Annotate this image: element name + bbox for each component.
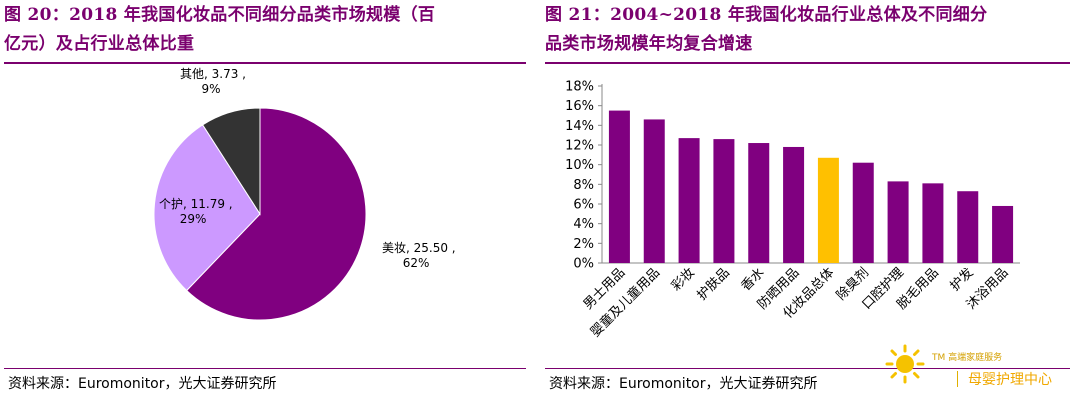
bar-10 bbox=[922, 183, 944, 263]
left-source-note: 资料来源：Euromonitor，光大证券研究所 bbox=[8, 376, 277, 392]
left-title-rule bbox=[4, 62, 526, 64]
left-title-line1: 图 20：2018 年我国化妆品不同细分品类市场规模（百 bbox=[4, 5, 436, 25]
y-tick-label: 12% bbox=[565, 139, 594, 154]
x-tick-label: 护发 bbox=[947, 265, 977, 295]
bar-6 bbox=[783, 146, 805, 263]
pie-chart: 美妆, 25.50 ,62% 个护, 11.79 ,29% 其他, 3.73 ,9% bbox=[153, 67, 456, 321]
right-title-line2: 品类市场规模年均复合增速 bbox=[545, 34, 753, 54]
y-tick-label: 6% bbox=[573, 198, 594, 213]
x-tick-label: 彩妆 bbox=[669, 265, 698, 294]
bar-12 bbox=[992, 205, 1014, 263]
pie-pct-label-3: 9% bbox=[201, 82, 220, 96]
pie-slice-2 bbox=[153, 124, 261, 292]
y-tick-label: 2% bbox=[573, 237, 594, 252]
bar-8 bbox=[852, 162, 874, 263]
pie-slice-1 bbox=[185, 107, 367, 321]
pie-label-2: 个护, 11.79 , bbox=[159, 197, 233, 211]
x-tick-label: 香水 bbox=[739, 265, 768, 294]
left-source-rule bbox=[4, 368, 526, 369]
pie-pct-label-2: 29% bbox=[180, 212, 207, 226]
left-chart-title: 图 20：2018 年我国化妆品不同细分品类市场规模（百 亿元）及占行业总体比重 bbox=[4, 1, 524, 59]
right-title-rule bbox=[545, 62, 1070, 64]
y-tick-label: 8% bbox=[573, 178, 594, 193]
bar-11 bbox=[957, 191, 979, 263]
bar-5 bbox=[748, 143, 770, 263]
y-tick-label: 0% bbox=[573, 257, 594, 272]
bar-4 bbox=[713, 139, 735, 263]
pie-pct-label-1: 62% bbox=[403, 256, 430, 270]
y-tick-label: 14% bbox=[565, 119, 594, 134]
pie-label-3: 其他, 3.73 , bbox=[180, 67, 246, 81]
pie-label-1: 美妆, 25.50 , bbox=[382, 241, 456, 255]
right-source-note: 资料来源：Euromonitor，光大证券研究所 bbox=[549, 376, 818, 392]
bar-9 bbox=[887, 181, 909, 263]
y-tick-label: 4% bbox=[573, 217, 594, 232]
bar-1 bbox=[608, 110, 630, 263]
right-title-line1: 图 21：2004~2018 年我国化妆品行业总体及不同细分 bbox=[545, 5, 988, 25]
right-chart-title: 图 21：2004~2018 年我国化妆品行业总体及不同细分 品类市场规模年均复… bbox=[545, 1, 1070, 59]
y-tick-label: 16% bbox=[565, 99, 594, 114]
sun-logo-icon bbox=[885, 344, 925, 384]
watermark-tm-text: TM 高端家庭服务 bbox=[932, 353, 1003, 363]
x-tick-label: 护肤品 bbox=[695, 265, 733, 303]
watermark-divider bbox=[957, 371, 958, 387]
bar-2 bbox=[643, 119, 665, 263]
y-tick-label: 10% bbox=[565, 158, 594, 173]
y-tick-label: 18% bbox=[565, 80, 594, 95]
bar-7 bbox=[817, 157, 839, 263]
left-title-line2: 亿元）及占行业总体比重 bbox=[4, 34, 195, 54]
pie-slice-3 bbox=[201, 107, 261, 216]
watermark-brand-text: 母婴护理中心 bbox=[968, 372, 1052, 388]
right-source-rule bbox=[545, 368, 1070, 369]
bar-3 bbox=[678, 138, 700, 263]
